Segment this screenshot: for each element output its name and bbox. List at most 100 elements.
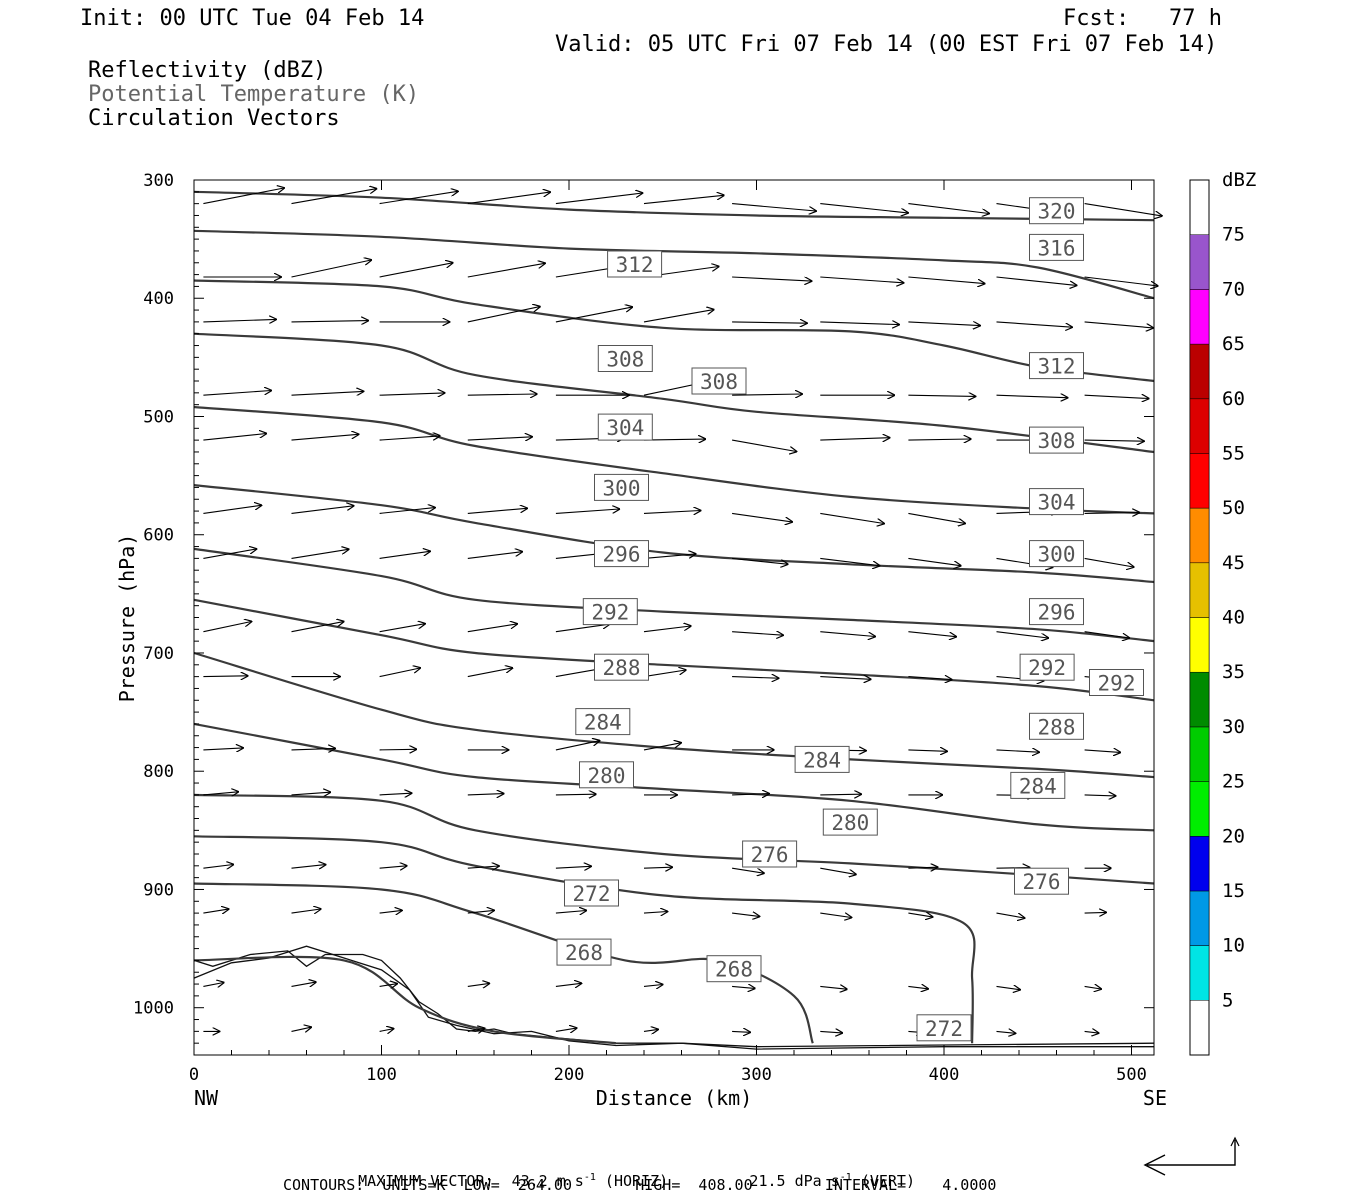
circulation-vector [820, 512, 884, 523]
contour-label: 312 [616, 253, 654, 277]
circulation-vector [732, 512, 792, 522]
circulation-vector [1084, 557, 1134, 567]
colorbar-swatch [1189, 289, 1210, 345]
y-tick-label: 1000 [133, 999, 174, 1019]
theta-contour-288 [193, 651, 1155, 779]
init-time: Init: 00 UTC Tue 04 Feb 14 [80, 6, 425, 31]
circulation-vector [555, 307, 632, 323]
circulation-vector [555, 794, 596, 795]
circulation-vector [643, 670, 686, 678]
circulation-vector [291, 391, 364, 395]
circulation-vector [820, 322, 899, 325]
theta-contour-284 [193, 722, 1155, 832]
circulation-vector [732, 677, 778, 679]
circulation-vector [1084, 276, 1158, 286]
circulation-vector [643, 511, 700, 514]
circulation-vector [732, 276, 811, 281]
circulation-vector [379, 793, 412, 795]
x-tick-label: 300 [741, 1065, 772, 1085]
contour-label: 300 [1038, 543, 1076, 567]
contour-label: 320 [1038, 200, 1076, 224]
max-vector-vert: 21.5 dPa s [749, 1172, 840, 1190]
circulation-vector [996, 1031, 1016, 1033]
circulation-vector [1084, 513, 1140, 514]
theta-contour-296 [193, 547, 1155, 643]
circulation-vector [820, 986, 846, 989]
circulation-vector [291, 909, 321, 913]
circulation-vector [291, 792, 331, 795]
contour-label-box [1014, 867, 1069, 895]
contour-label-box [594, 540, 649, 568]
contour-label-box [1029, 197, 1084, 225]
circulation-vector [908, 322, 980, 326]
circulation-vector [643, 310, 714, 323]
colorbar-level-label: 50 [1222, 497, 1245, 519]
circulation-vector [467, 624, 517, 633]
max-vector-vert-exp: -1 [839, 1172, 852, 1183]
circulation-vector [555, 624, 609, 633]
circulation-vector [820, 1031, 842, 1033]
colorbar-swatch [1189, 507, 1210, 564]
contour-label: 276 [751, 843, 789, 867]
x-tick-label: 500 [1116, 1065, 1147, 1085]
circulation-vector [908, 203, 989, 214]
circulation-vector [1084, 986, 1101, 989]
colorbar-level-label: 20 [1222, 825, 1245, 847]
maximum-vector-line: MAXIMUM VECTOR: 43.2 m s-1 (HORIZ) 21.5 … [340, 1158, 915, 1189]
circulation-vector [203, 549, 256, 559]
max-vector-horiz: 43.2 m s [511, 1172, 584, 1190]
circulation-vector [1084, 912, 1106, 913]
circulation-vector [732, 439, 796, 451]
contour-label-box [742, 840, 798, 868]
circulation-vector [820, 557, 879, 565]
max-vector-horiz-exp: -1 [583, 1172, 596, 1183]
circulation-vector [555, 983, 581, 986]
circulation-vector [732, 632, 783, 636]
circulation-vector [643, 912, 667, 914]
contour-label: 312 [1038, 355, 1076, 379]
colorbar-swatch [1189, 836, 1210, 892]
circulation-vector [379, 624, 425, 633]
circulation-vector [203, 792, 238, 795]
plot-frame [193, 179, 1155, 1056]
colorbar-swatch [1189, 671, 1210, 728]
contours-info-line: CONTOURS: UNITS=K LOW= 264.00 HIGH= 408.… [283, 1176, 997, 1194]
x-tick-label: 0 [189, 1065, 199, 1085]
circulation-vector [908, 276, 984, 284]
max-vector-label: MAXIMUM VECTOR: [358, 1172, 494, 1190]
contour-label-box [822, 808, 878, 836]
contour-label-box [1010, 771, 1066, 799]
y-tick-label: 800 [143, 762, 174, 782]
circulation-vector [467, 307, 540, 323]
circulation-vector [1084, 321, 1153, 328]
circulation-vector [643, 554, 696, 559]
circulation-vector [1084, 750, 1121, 753]
colorbar-swatch [1189, 562, 1210, 618]
circulation-vector [643, 439, 705, 440]
circulation-vector [732, 203, 816, 211]
circulation-vector [203, 983, 223, 987]
circulation-vector [1084, 631, 1130, 638]
circulation-vector [996, 321, 1073, 327]
colorbar-level-label: 60 [1222, 388, 1245, 410]
contour-label: 304 [606, 416, 644, 440]
contour-label: 276 [1023, 870, 1061, 894]
contour-label-box [594, 473, 649, 501]
circulation-vector [467, 437, 532, 440]
colorbar-level-label: 55 [1222, 442, 1245, 464]
contour-label: 284 [584, 711, 622, 735]
circulation-vector [291, 321, 369, 322]
circulation-vector [908, 512, 965, 523]
circulation-vector [555, 911, 586, 914]
circulation-vector [467, 910, 494, 913]
y-tick-label: 700 [143, 644, 174, 664]
circulation-vector [379, 984, 397, 987]
circulation-vector [203, 676, 247, 677]
colorbar-swatch [1189, 726, 1210, 782]
circulation-vector [996, 986, 1020, 989]
circulation-vector [820, 276, 903, 283]
contour-label-box [706, 955, 762, 983]
circulation-vector [732, 557, 787, 564]
circulation-vector [203, 434, 266, 441]
theta-contour-268 [193, 955, 617, 1045]
